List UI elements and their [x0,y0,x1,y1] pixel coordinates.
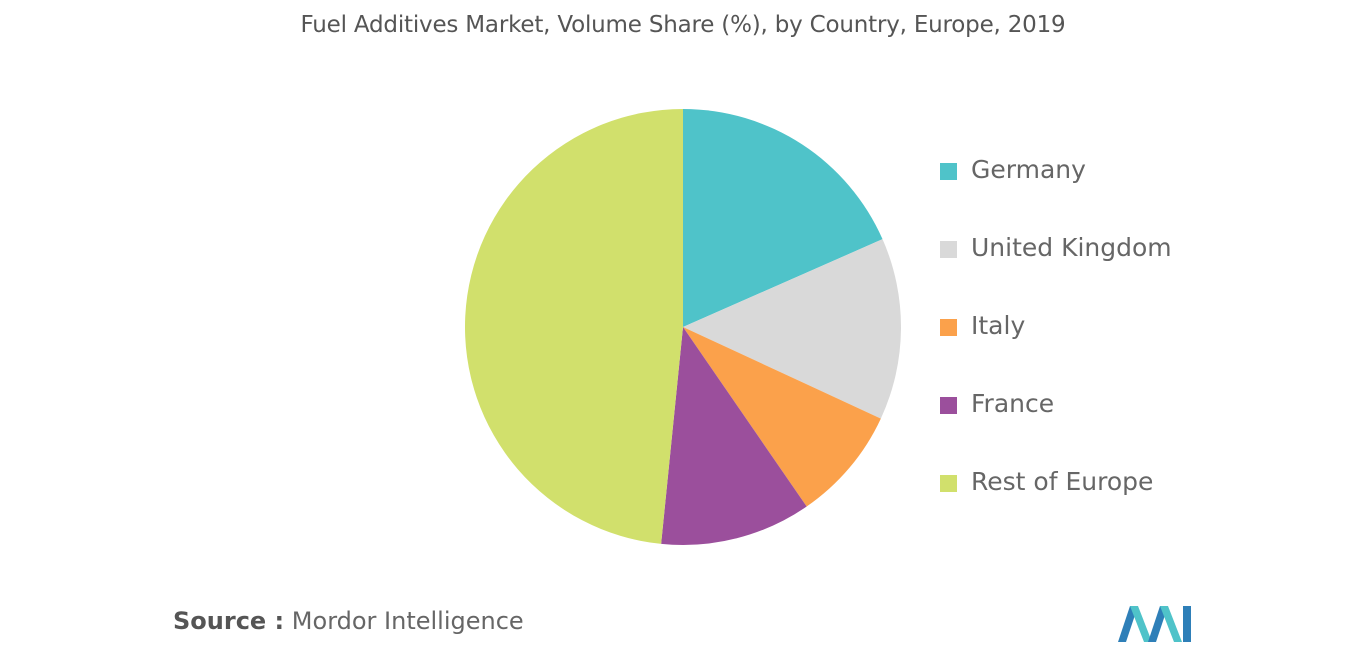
pie-slice-rest-of-europe [464,109,683,544]
pie-slice-france [661,327,807,546]
pie-slice-italy [683,327,881,507]
source-note: Source : Mordor Intelligence [173,607,524,635]
legend-swatch-germany [940,163,957,180]
legend-item-germany: Germany [940,150,1260,228]
source-key: Source : [173,607,285,635]
logo-mid-stroke [1148,606,1168,642]
legend-swatch-italy [940,319,957,336]
logo-right-bar [1183,606,1191,642]
legend-item-france: France [940,384,1260,462]
logo-left-diagonal [1130,606,1152,642]
mordor-intelligence-logo-icon [1118,606,1191,642]
legend-label-italy: Italy [971,311,1026,340]
chart-legend: Germany United Kingdom Italy France Rest… [940,150,1260,540]
source-value: Mordor Intelligence [291,607,524,635]
legend-label-rest-of-europe: Rest of Europe [971,467,1154,496]
pie-slice-germany [683,109,883,327]
logo-right-diagonal [1160,606,1182,642]
legend-label-united-kingdom: United Kingdom [971,233,1172,262]
legend-label-france: France [971,389,1055,418]
pie-slice-united-kingdom [683,239,901,419]
legend-swatch-france [940,397,957,414]
legend-item-united-kingdom: United Kingdom [940,228,1260,306]
legend-swatch-united-kingdom [940,241,957,258]
chart-title: Fuel Additives Market, Volume Share (%),… [300,12,1066,38]
legend-swatch-rest-of-europe [940,475,957,492]
legend-item-rest-of-europe: Rest of Europe [940,462,1260,540]
legend-label-germany: Germany [971,155,1086,184]
logo-left-stroke [1118,606,1138,642]
legend-item-italy: Italy [940,306,1260,384]
